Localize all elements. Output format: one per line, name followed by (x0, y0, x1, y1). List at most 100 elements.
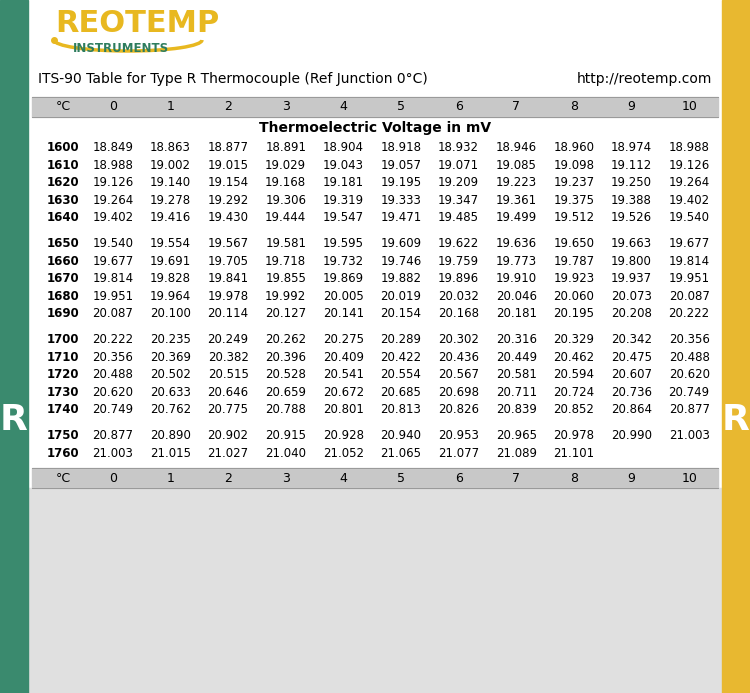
Text: 9: 9 (628, 471, 635, 484)
Text: 19.554: 19.554 (150, 237, 191, 250)
Text: °C: °C (56, 471, 70, 484)
Text: 19.992: 19.992 (265, 290, 306, 303)
Text: 18.877: 18.877 (208, 141, 248, 155)
Text: http://reotemp.com: http://reotemp.com (577, 72, 712, 86)
Text: 20.594: 20.594 (554, 368, 595, 381)
Text: 20.462: 20.462 (554, 351, 595, 364)
Text: 19.002: 19.002 (150, 159, 191, 172)
Text: 2: 2 (224, 471, 232, 484)
Text: 19.759: 19.759 (438, 255, 479, 267)
Text: 19.444: 19.444 (265, 211, 306, 225)
Text: 20.488: 20.488 (669, 351, 710, 364)
Text: 20.928: 20.928 (322, 429, 364, 442)
Text: 1690: 1690 (46, 307, 80, 320)
Text: 19.841: 19.841 (208, 272, 249, 286)
Text: 20.915: 20.915 (266, 429, 306, 442)
Text: 21.015: 21.015 (150, 447, 191, 459)
Text: 8: 8 (570, 100, 578, 114)
Text: 19.609: 19.609 (380, 237, 422, 250)
Text: 20.659: 20.659 (266, 386, 306, 398)
Text: 20.581: 20.581 (496, 368, 537, 381)
Text: 19.168: 19.168 (266, 176, 306, 189)
Text: 18.946: 18.946 (496, 141, 537, 155)
Text: 19.828: 19.828 (150, 272, 191, 286)
Text: 19.691: 19.691 (150, 255, 191, 267)
Text: 20.749: 20.749 (668, 386, 710, 398)
Text: 18.891: 18.891 (266, 141, 306, 155)
Text: 20.436: 20.436 (438, 351, 479, 364)
Text: 1: 1 (166, 100, 175, 114)
Text: 19.140: 19.140 (150, 176, 191, 189)
Text: 20.877: 20.877 (92, 429, 134, 442)
Text: 19.896: 19.896 (438, 272, 479, 286)
Text: 20.235: 20.235 (150, 333, 191, 346)
Text: 20.409: 20.409 (322, 351, 364, 364)
Text: 19.112: 19.112 (611, 159, 652, 172)
Text: 19.937: 19.937 (611, 272, 652, 286)
Text: 10: 10 (681, 100, 697, 114)
Text: 1670: 1670 (47, 272, 80, 286)
Text: 20.877: 20.877 (669, 403, 710, 416)
Text: 19.814: 19.814 (668, 255, 710, 267)
Bar (0, 0, 28, 693)
Text: 19.595: 19.595 (322, 237, 364, 250)
Text: 19.787: 19.787 (554, 255, 595, 267)
Text: 19.181: 19.181 (322, 176, 364, 189)
Text: 18.863: 18.863 (150, 141, 191, 155)
Text: 20.382: 20.382 (208, 351, 248, 364)
Text: 18.849: 18.849 (92, 141, 134, 155)
Text: 18.960: 18.960 (554, 141, 595, 155)
Text: 19.951: 19.951 (668, 272, 710, 286)
Text: 19.978: 19.978 (208, 290, 249, 303)
Text: 18.988: 18.988 (92, 159, 134, 172)
Text: 20.302: 20.302 (438, 333, 479, 346)
Text: INSTRUMENTS: INSTRUMENTS (73, 42, 170, 55)
Text: 19.910: 19.910 (496, 272, 537, 286)
Text: 19.567: 19.567 (208, 237, 249, 250)
Text: 19.347: 19.347 (438, 194, 479, 207)
Text: 1620: 1620 (47, 176, 80, 189)
Text: 19.636: 19.636 (496, 237, 537, 250)
Text: 21.101: 21.101 (554, 447, 595, 459)
Text: 19.416: 19.416 (150, 211, 191, 225)
Text: 1650: 1650 (46, 237, 80, 250)
Text: 19.485: 19.485 (438, 211, 479, 225)
Text: 19.195: 19.195 (380, 176, 422, 189)
Text: 19.043: 19.043 (322, 159, 364, 172)
Text: 19.471: 19.471 (380, 211, 422, 225)
Text: 19.540: 19.540 (92, 237, 134, 250)
Text: 20.864: 20.864 (611, 403, 652, 416)
Text: 20.567: 20.567 (438, 368, 479, 381)
Text: 20.990: 20.990 (611, 429, 652, 442)
Text: 20.449: 20.449 (496, 351, 537, 364)
Text: 19.237: 19.237 (554, 176, 595, 189)
Text: 1750: 1750 (47, 429, 80, 442)
Text: 20.839: 20.839 (496, 403, 537, 416)
Text: 20.262: 20.262 (266, 333, 306, 346)
Text: 20.541: 20.541 (322, 368, 364, 381)
Text: 20.087: 20.087 (92, 307, 134, 320)
Text: 19.800: 19.800 (611, 255, 652, 267)
Text: 1600: 1600 (47, 141, 80, 155)
Text: 19.677: 19.677 (668, 237, 710, 250)
Bar (32, 468, 718, 488)
Text: 18.988: 18.988 (669, 141, 710, 155)
Text: 1730: 1730 (47, 386, 80, 398)
Text: 20.369: 20.369 (150, 351, 191, 364)
Bar (32, 97, 718, 117)
Text: 20.316: 20.316 (496, 333, 537, 346)
Text: 19.333: 19.333 (380, 194, 422, 207)
Text: 19.361: 19.361 (496, 194, 537, 207)
Text: 20.032: 20.032 (438, 290, 479, 303)
Text: 20.488: 20.488 (92, 368, 134, 381)
Text: 20.502: 20.502 (150, 368, 191, 381)
Text: R: R (722, 403, 750, 437)
Text: 19.250: 19.250 (611, 176, 652, 189)
Text: 20.046: 20.046 (496, 290, 537, 303)
Text: 20.154: 20.154 (380, 307, 422, 320)
Text: 20.801: 20.801 (323, 403, 364, 416)
Text: 20.181: 20.181 (496, 307, 537, 320)
Text: 19.663: 19.663 (611, 237, 652, 250)
Text: 20.698: 20.698 (438, 386, 479, 398)
Text: 20.019: 20.019 (380, 290, 422, 303)
